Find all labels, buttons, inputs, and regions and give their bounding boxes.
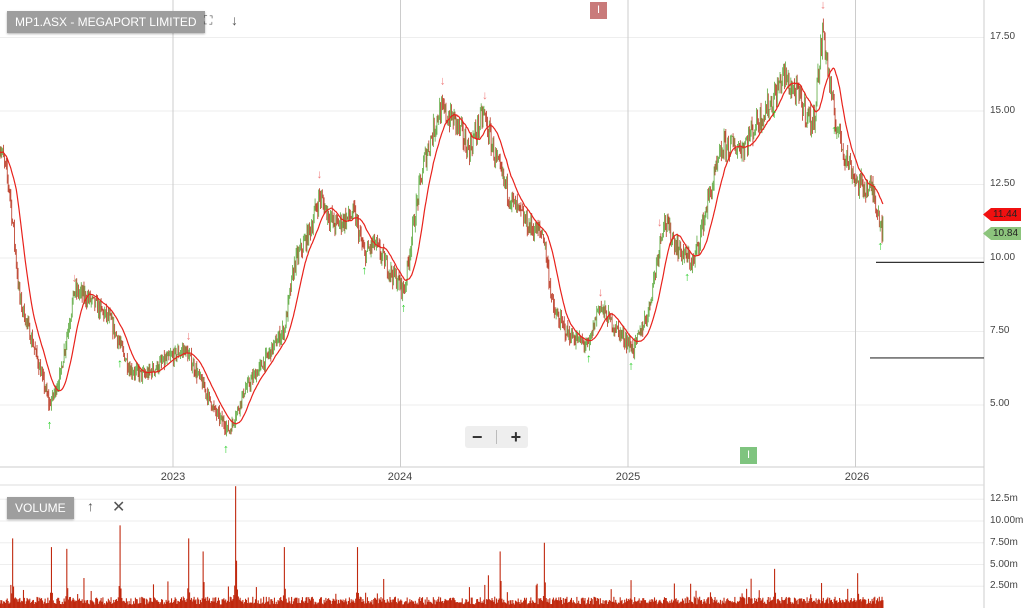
sell-arrow-icon: ↓ <box>186 329 192 343</box>
buy-arrow-icon: ↑ <box>361 263 367 277</box>
y-tick-label: 15.00 <box>990 105 1016 116</box>
y-tick-label: 7.50 <box>990 325 1010 336</box>
y-tick-label: 10.00 <box>990 252 1016 263</box>
x-tick-label: 2026 <box>844 471 870 483</box>
sell-arrow-icon: ↓ <box>482 88 488 102</box>
zoom-out-button[interactable]: − <box>471 426 483 447</box>
zoom-controls: − + <box>465 426 528 448</box>
moving-average-line <box>0 67 884 425</box>
y-tick-label: 5.00 <box>990 398 1010 409</box>
event-marker[interactable]: I <box>740 447 757 464</box>
buy-arrow-icon: ↑ <box>401 301 407 315</box>
sell-arrow-icon: ↓ <box>657 215 663 229</box>
sell-arrow-icon: ↓ <box>820 0 826 12</box>
arrow-down-icon[interactable]: ↓ <box>231 12 238 28</box>
divider <box>496 430 497 444</box>
event-marker[interactable]: I <box>590 2 607 19</box>
sell-arrow-icon: ↓ <box>440 74 446 88</box>
close-icon[interactable]: ✕ <box>112 499 126 516</box>
ma-price-label: 11.44 <box>983 208 1021 221</box>
buy-arrow-icon: ↑ <box>771 107 777 121</box>
volume-tick-label: 10.00m <box>990 515 1024 526</box>
volume-title: VOLUME <box>7 497 74 519</box>
x-tick-label: 2025 <box>615 471 641 483</box>
volume-tick-label: 7.50m <box>990 537 1018 548</box>
x-tick-label: 2023 <box>160 471 186 483</box>
buy-arrow-icon: ↑ <box>47 417 53 431</box>
y-tick-label: 17.50 <box>990 31 1016 42</box>
sell-arrow-icon: ↓ <box>316 167 322 181</box>
x-tick-label: 2024 <box>387 471 413 483</box>
chart-title: MP1.ASX - MEGAPORT LIMITED <box>7 11 205 33</box>
buy-arrow-icon: ↑ <box>831 122 837 136</box>
sell-arrow-icon: ↓ <box>72 270 78 284</box>
volume-tick-label: 12.5m <box>990 493 1018 504</box>
last-price-label: 10.84 <box>983 227 1021 240</box>
buy-arrow-icon: ↑ <box>877 239 883 253</box>
sell-arrow-icon: ↓ <box>598 285 604 299</box>
buy-arrow-icon: ↑ <box>684 270 690 284</box>
arrow-up-icon[interactable]: ↑ <box>87 498 94 514</box>
zoom-in-button[interactable]: + <box>510 426 522 447</box>
buy-arrow-icon: ↑ <box>628 359 634 373</box>
expand-icon[interactable]: ⛶ <box>204 13 213 27</box>
buy-arrow-icon: ↑ <box>223 442 229 456</box>
buy-arrow-icon: ↑ <box>117 356 123 370</box>
y-tick-label: 12.50 <box>990 178 1016 189</box>
volume-tick-label: 2.50m <box>990 580 1018 591</box>
volume-tick-label: 5.00m <box>990 559 1018 570</box>
buy-arrow-icon: ↑ <box>586 351 592 365</box>
